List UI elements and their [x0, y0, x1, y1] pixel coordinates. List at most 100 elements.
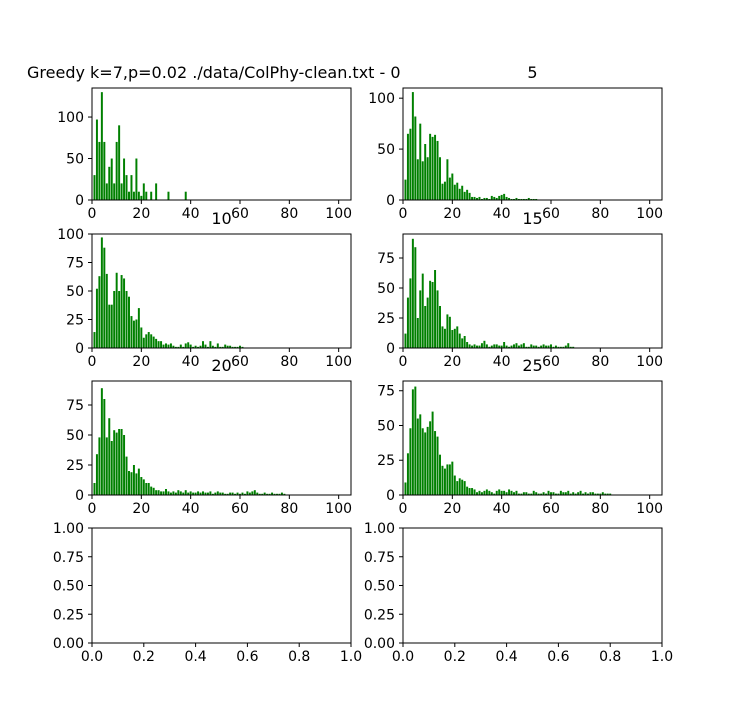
- bar: [419, 290, 422, 348]
- y-tick-label: 0.25: [364, 607, 395, 623]
- bar: [206, 346, 209, 348]
- bar: [128, 471, 130, 495]
- bar: [150, 334, 153, 348]
- bar: [508, 197, 511, 200]
- x-tick-label: 20: [443, 501, 461, 517]
- bar: [577, 492, 580, 495]
- y-tick-label: 25: [66, 313, 84, 329]
- bar: [508, 346, 511, 348]
- bar: [118, 125, 121, 200]
- bar: [192, 346, 195, 348]
- x-tick-label: 1.0: [340, 649, 362, 665]
- bar: [182, 346, 185, 348]
- bar: [419, 123, 422, 200]
- bar: [211, 345, 214, 348]
- x-tick-label: 40: [493, 354, 511, 370]
- bar: [480, 492, 483, 495]
- x-tick-label: 0.0: [81, 649, 103, 665]
- bar: [439, 306, 441, 348]
- x-tick-label: 40: [182, 501, 200, 517]
- bar: [483, 490, 486, 495]
- x-tick-label: 80: [280, 501, 298, 517]
- x-tick-label: 100: [636, 354, 663, 370]
- bar: [480, 198, 483, 200]
- y-tick-label: 0.75: [364, 550, 395, 566]
- bar: [231, 492, 234, 495]
- x-tick-label: 60: [231, 354, 249, 370]
- bar: [426, 426, 429, 495]
- bar: [219, 492, 222, 495]
- bar: [145, 483, 148, 495]
- bar: [132, 191, 135, 200]
- bar: [246, 491, 249, 495]
- bar: [206, 492, 209, 495]
- axes-frame: [402, 380, 663, 496]
- bar: [155, 338, 158, 348]
- bar: [478, 490, 481, 495]
- bar: [95, 454, 98, 495]
- x-tick-label: 0.8: [288, 649, 310, 665]
- x-tick-label: 60: [542, 501, 560, 517]
- bar: [520, 493, 523, 495]
- bar: [103, 399, 106, 495]
- bar: [424, 306, 427, 348]
- bar: [473, 489, 476, 495]
- bar: [485, 197, 488, 200]
- bar: [495, 344, 498, 348]
- bar: [243, 493, 246, 495]
- bar: [488, 490, 491, 495]
- x-tick-label: 80: [591, 354, 609, 370]
- bar: [162, 344, 165, 348]
- bar: [525, 198, 528, 200]
- axes-frame: [91, 380, 352, 496]
- bar: [108, 166, 111, 200]
- bar: [283, 493, 286, 495]
- bar: [498, 195, 501, 200]
- bar: [95, 288, 98, 348]
- bar: [500, 194, 503, 200]
- bar: [434, 134, 437, 200]
- bar: [108, 418, 111, 495]
- bar: [520, 198, 523, 200]
- bar: [409, 128, 412, 200]
- x-tick-label: 60: [542, 354, 560, 370]
- bar: [572, 492, 575, 495]
- bar: [493, 493, 496, 495]
- x-tick-label: 100: [325, 501, 352, 517]
- bar: [177, 490, 180, 495]
- bar: [424, 432, 427, 495]
- bar: [160, 341, 163, 348]
- x-tick-label: 0.6: [236, 649, 258, 665]
- bar: [601, 492, 604, 495]
- bar: [503, 193, 506, 200]
- y-tick-label: 0: [75, 341, 84, 357]
- bar: [532, 490, 535, 495]
- bar: [128, 191, 130, 200]
- bar: [162, 491, 165, 495]
- bar: [202, 341, 204, 348]
- y-tick-label: 50: [377, 418, 395, 434]
- bar: [431, 136, 434, 200]
- bar: [416, 159, 419, 200]
- bar: [172, 491, 175, 495]
- bar: [253, 490, 256, 495]
- bar: [456, 182, 459, 200]
- bar: [263, 492, 266, 495]
- bar: [142, 479, 145, 495]
- bar: [463, 191, 466, 200]
- bar: [495, 490, 498, 495]
- bar: [226, 493, 229, 495]
- bar: [411, 389, 414, 495]
- bar: [167, 344, 170, 348]
- bar: [115, 432, 118, 495]
- bar: [488, 198, 491, 200]
- bar: [515, 343, 518, 348]
- bar: [562, 492, 565, 495]
- bar: [167, 491, 170, 495]
- bar: [155, 490, 158, 495]
- bar: [135, 473, 138, 495]
- bar: [517, 198, 520, 200]
- subplot-title: 10: [211, 209, 231, 228]
- y-tick-label: 100: [57, 227, 84, 243]
- bar: [542, 492, 545, 495]
